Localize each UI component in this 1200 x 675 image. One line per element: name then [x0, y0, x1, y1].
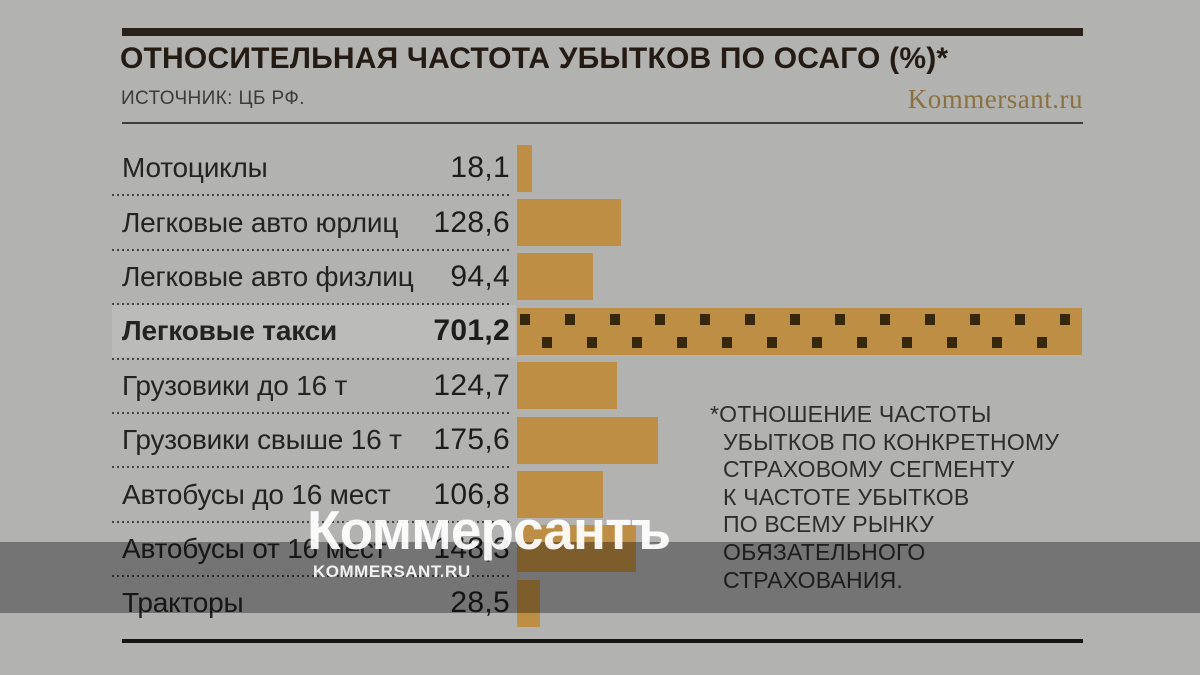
- chart-row: Легковые авто юрлиц 128,6: [112, 195, 1083, 251]
- bar: [517, 199, 621, 247]
- header-top-rule: [122, 28, 1083, 36]
- bar: [517, 471, 603, 519]
- footer-rule: [122, 639, 1083, 643]
- chart-row: Грузовики свыше 16 т 175,6: [112, 413, 1083, 469]
- bar: [517, 416, 658, 464]
- bar-chart: Мотоциклы 18,1 Легковые авто юрлиц 128,6…: [112, 141, 1083, 631]
- footnote-line: ОБЯЗАТЕЛЬНОГО: [723, 538, 926, 565]
- value-label: 94,4: [450, 259, 510, 293]
- value-label: 28,5: [450, 586, 510, 620]
- chart-row: Автобусы от 16 мест 148,3: [112, 522, 1083, 578]
- value-label: 175,6: [433, 423, 510, 457]
- dotted-separator: [112, 248, 510, 251]
- value-label: 701,2: [433, 314, 510, 348]
- footnote-line: СТРАХОВАНИЯ.: [723, 566, 903, 593]
- bar: [517, 362, 617, 410]
- kommersant-watermark-url: KOMMERSANT.RU: [313, 562, 471, 581]
- footnote-line: СТРАХОВОМУ СЕГМЕНТУ: [723, 456, 1015, 483]
- bar: [517, 307, 1082, 355]
- chart-row: Легковые авто физлиц 94,4: [112, 250, 1083, 306]
- category-label: Грузовики до 16 т: [122, 369, 348, 401]
- dotted-separator: [112, 303, 510, 306]
- category-label: Мотоциклы: [122, 152, 268, 184]
- category-label: Легковые авто физлиц: [122, 260, 414, 292]
- footnote: *ОТНОШЕНИЕ ЧАСТОТЫ УБЫТКОВ ПО КОНКРЕТНОМУ…: [710, 401, 1083, 594]
- dotted-separator: [112, 411, 510, 414]
- bar: [517, 253, 593, 301]
- category-label: Автобусы от 16 мест: [122, 532, 387, 564]
- chart-row: Мотоциклы 18,1: [112, 141, 1083, 197]
- category-label: Тракторы: [122, 587, 244, 619]
- chart-row: Тракторы 28,5: [112, 576, 1083, 630]
- footnote-line: УБЫТКОВ ПО КОНКРЕТНОМУ: [723, 428, 1060, 455]
- footnote-line: ПО ВСЕМУ РЫНКУ: [723, 511, 934, 538]
- dotted-separator: [112, 466, 510, 469]
- chart-row: Автобусы до 16 мест 106,8: [112, 467, 1083, 523]
- dotted-separator: [112, 357, 510, 360]
- shade-band-overlay: [0, 542, 1200, 613]
- category-label: Грузовики свыше 16 т: [122, 424, 402, 456]
- category-label: Легковые авто юрлиц: [122, 206, 399, 238]
- kommersant-logo[interactable]: Kommersant.ru: [907, 84, 1083, 114]
- bar: [517, 579, 540, 627]
- value-label: 124,7: [433, 368, 510, 402]
- value-label: 106,8: [433, 477, 510, 511]
- dotted-separator: [112, 194, 510, 197]
- footnote-line: К ЧАСТОТЕ УБЫТКОВ: [723, 483, 970, 510]
- kommersant-watermark: Коммерсантъ: [307, 499, 671, 561]
- category-label: Легковые такси: [122, 315, 338, 347]
- dotted-separator: [112, 520, 510, 523]
- chart-title: ОТНОСИТЕЛЬНАЯ ЧАСТОТА УБЫТКОВ ПО ОСАГО (…: [120, 42, 949, 75]
- highlight-row-background: [112, 305, 516, 358]
- chart-row: Грузовики до 16 т 124,7: [112, 359, 1083, 414]
- chart-source: ИСТОЧНИК: ЦБ РФ.: [121, 88, 305, 109]
- dotted-separator: [112, 575, 510, 578]
- value-label: 128,6: [433, 205, 510, 239]
- bar: [517, 144, 532, 192]
- value-label: 148,3: [433, 531, 510, 565]
- chart-row: Легковые такси 701,2: [112, 304, 1083, 360]
- value-label: 18,1: [450, 151, 510, 185]
- header-bottom-rule: [122, 122, 1083, 124]
- bar: [517, 525, 636, 573]
- footnote-line: *ОТНОШЕНИЕ ЧАСТОТЫ: [710, 401, 992, 427]
- category-label: Автобусы до 16 мест: [122, 478, 391, 510]
